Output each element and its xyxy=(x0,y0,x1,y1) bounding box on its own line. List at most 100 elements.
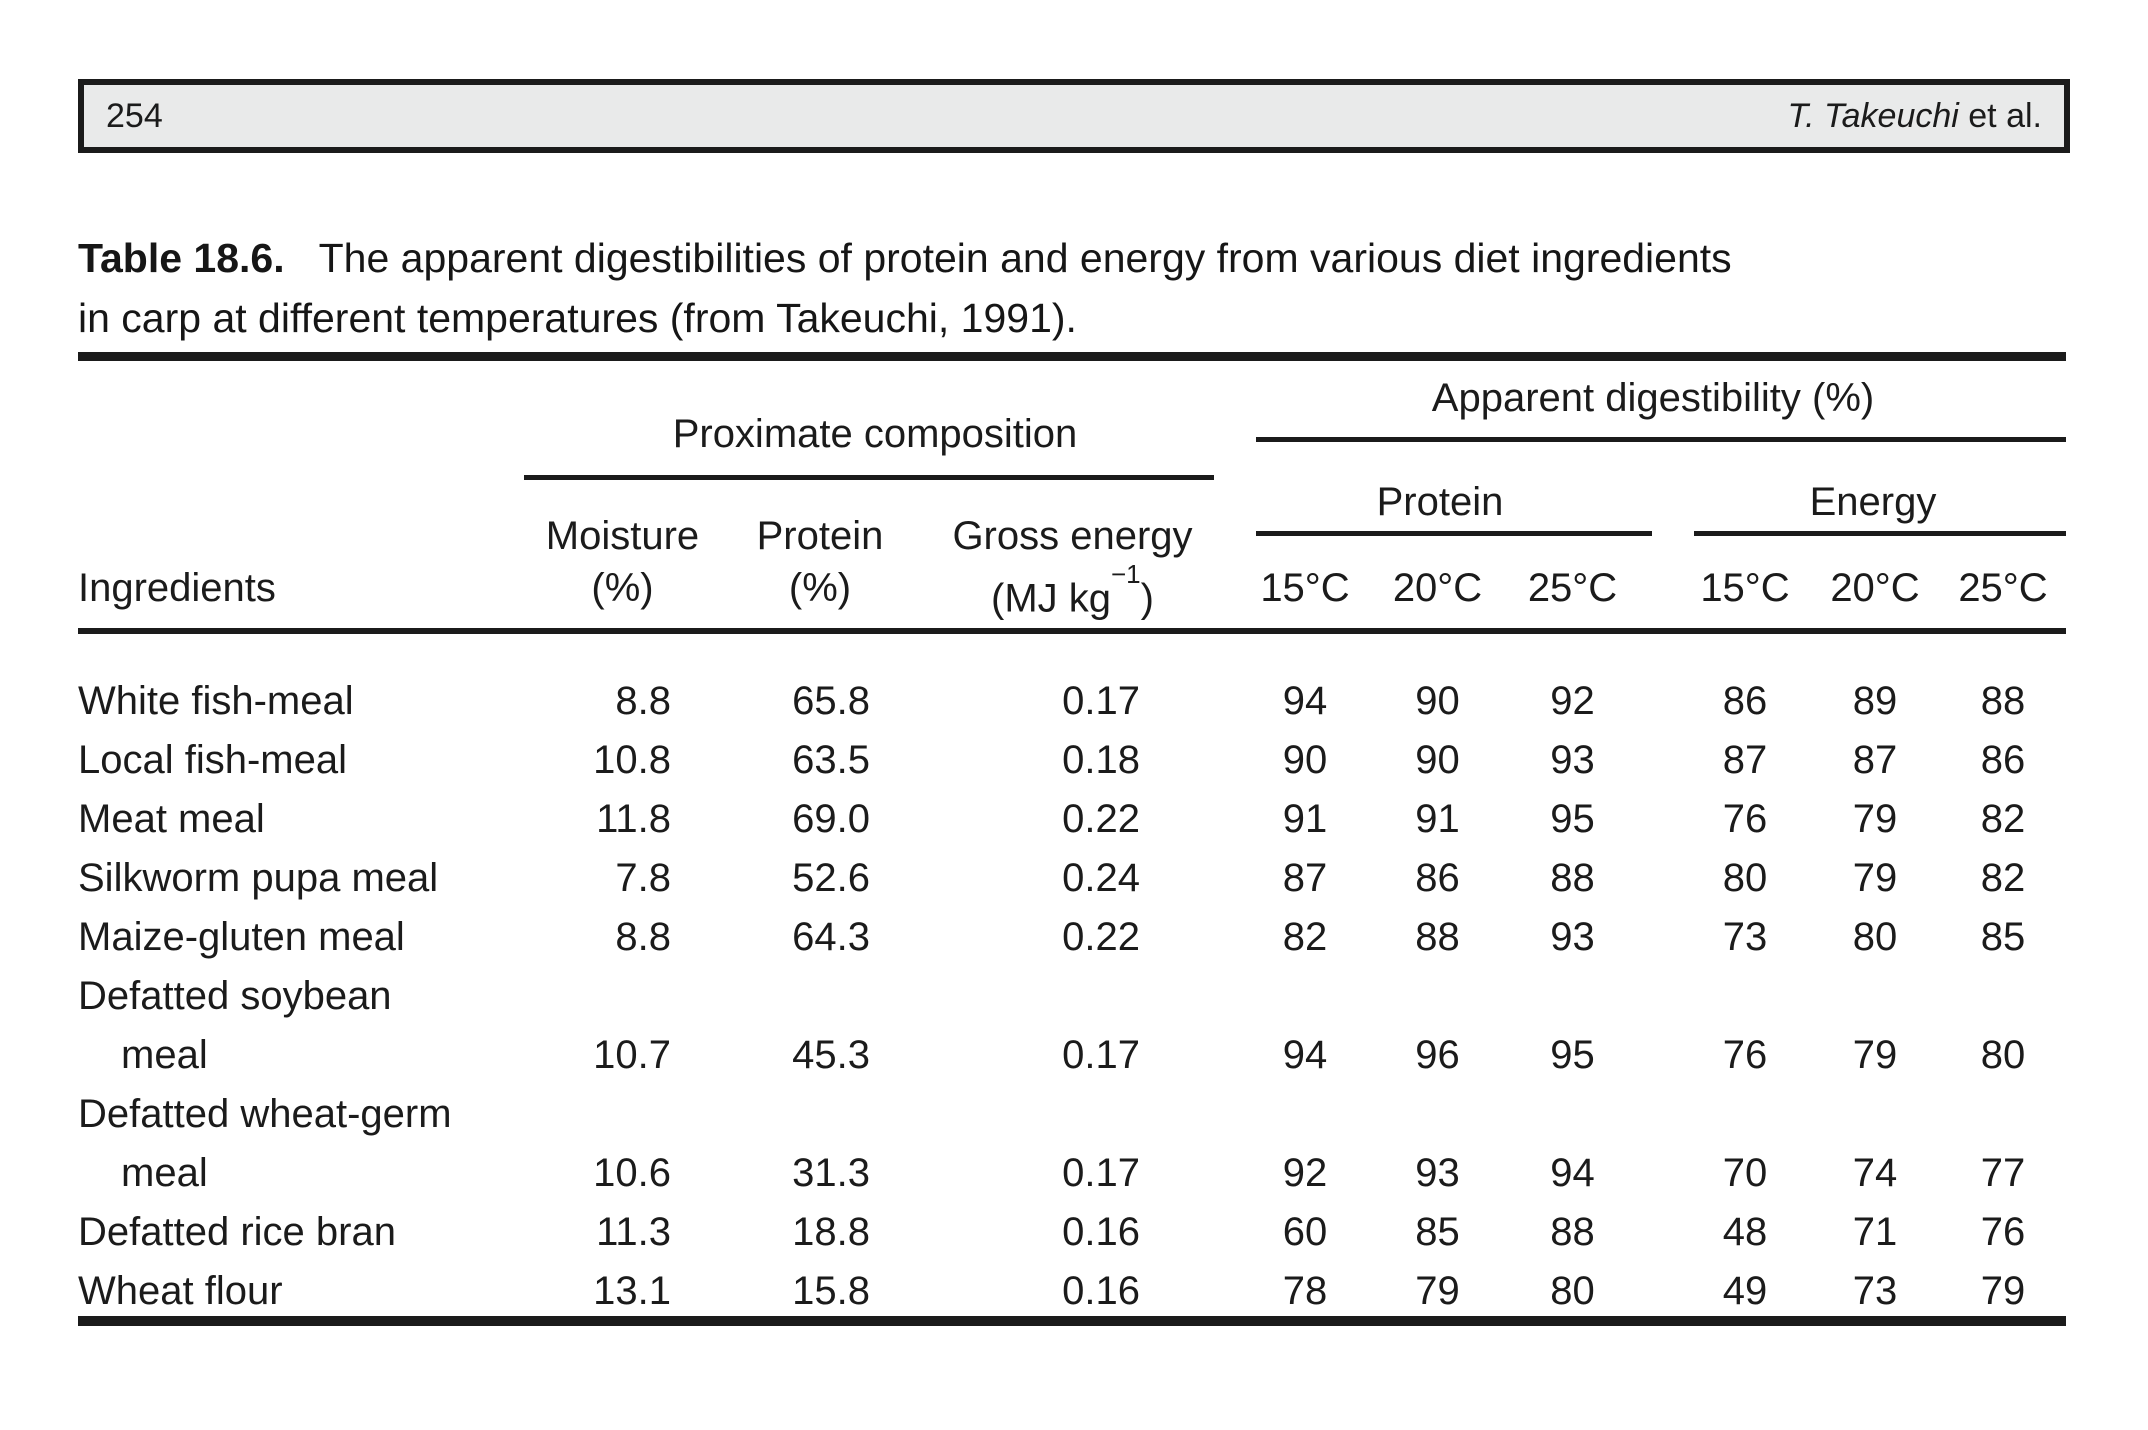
table-cell: 82 xyxy=(1980,856,2026,900)
apparent-group-underline xyxy=(1256,437,2066,442)
table-cell: 91 xyxy=(1415,797,1460,841)
table-cell: 0.24 xyxy=(1062,856,1140,900)
authors-italic: T. Takeuchi xyxy=(1787,96,1959,135)
row-label: Defatted rice bran xyxy=(78,1210,396,1254)
table-cell: 76 xyxy=(1722,1033,1768,1077)
protein-group-underline xyxy=(1256,531,1652,536)
row-label: meal xyxy=(121,1151,208,1195)
table-cell: 64.3 xyxy=(792,915,870,959)
table-cell: 90 xyxy=(1415,738,1460,782)
table-row: Silkworm pupa meal 7.8 52.6 0.24 87 86 88 80 79 8… xyxy=(78,849,2066,908)
table-cell: 78 xyxy=(1282,1269,1328,1313)
table-cell: 76 xyxy=(1722,797,1768,841)
table-cell: 88 xyxy=(1550,856,1595,900)
row-label: Maize-gluten meal xyxy=(78,915,405,959)
column-unit-gross-energy: (MJ kg−1) xyxy=(915,559,1230,622)
table-cell: 79 xyxy=(1852,856,1898,900)
column-header-energy-25c: 25°C xyxy=(1958,566,2048,610)
table-cell: 79 xyxy=(1852,1033,1898,1077)
table-cell: 48 xyxy=(1722,1210,1768,1254)
column-header-energy-20c: 20°C xyxy=(1830,566,1920,610)
table-cell: 87 xyxy=(1852,738,1898,782)
table-cell: 49 xyxy=(1722,1269,1768,1313)
table-cell: 88 xyxy=(1550,1210,1595,1254)
column-unit-moisture: (%) xyxy=(591,566,654,610)
table-cell: 60 xyxy=(1282,1210,1328,1254)
table-cell: 70 xyxy=(1722,1151,1768,1195)
column-header-moisture: Moisture xyxy=(545,514,700,558)
table-cell: 92 xyxy=(1550,679,1595,723)
table-row: meal 10.6 31.3 0.17 92 93 94 70 74 77 xyxy=(78,1144,2066,1203)
table-cell: 85 xyxy=(1980,915,2026,959)
column-header-ingredients: Ingredients xyxy=(78,566,276,610)
table-cell: 0.16 xyxy=(1062,1269,1140,1313)
table-cell: 79 xyxy=(1980,1269,2026,1313)
column-header-gross-energy: Gross energy xyxy=(952,514,1193,558)
table-cell: 82 xyxy=(1980,797,2026,841)
table-cell: 11.8 xyxy=(596,797,671,841)
table-cell: 11.3 xyxy=(596,1210,671,1254)
table-cell: 77 xyxy=(1980,1151,2026,1195)
row-label: Defatted wheat-germ xyxy=(78,1092,452,1136)
column-header-energy-15c: 15°C xyxy=(1700,566,1790,610)
table-cell: 95 xyxy=(1550,797,1595,841)
table-cell: 10.8 xyxy=(593,738,671,782)
group-header-proximate-composition: Proximate composition xyxy=(672,412,1078,456)
column-header-protein-20c: 20°C xyxy=(1392,566,1483,610)
table-cell: 7.8 xyxy=(615,856,671,900)
page-header-bar: 254 T. Takeuchi et al. xyxy=(78,79,2070,153)
table-cell: 8.8 xyxy=(615,679,671,723)
column-unit-protein: (%) xyxy=(788,566,852,610)
table-cell: 88 xyxy=(1980,679,2026,723)
table-cell: 88 xyxy=(1415,915,1460,959)
table-cell: 65.8 xyxy=(792,679,870,723)
caption-line-2: in carp at different temperatures (from … xyxy=(78,295,1077,341)
table-cell: 0.17 xyxy=(1062,679,1140,723)
table-cell: 80 xyxy=(1722,856,1768,900)
table-row: Defatted rice bran 11.3 18.8 0.16 60 85 88 48 71… xyxy=(78,1203,2066,1262)
table-cell: 0.22 xyxy=(1062,797,1140,841)
table-cell: 87 xyxy=(1282,856,1328,900)
energy-group-underline xyxy=(1694,531,2066,536)
table-cell: 0.17 xyxy=(1062,1151,1140,1195)
table-cell: 94 xyxy=(1550,1151,1595,1195)
proximate-group-underline xyxy=(524,475,1214,480)
table-cell: 80 xyxy=(1550,1269,1595,1313)
table-cell: 85 xyxy=(1415,1210,1460,1254)
table-cell: 79 xyxy=(1852,797,1898,841)
table-cell: 71 xyxy=(1852,1210,1898,1254)
group-header-apparent-digestibility: Apparent digestibility (%) xyxy=(1431,376,1875,420)
table-row: meal 10.7 45.3 0.17 94 96 95 76 79 80 xyxy=(78,1026,2066,1085)
authors-regular: et al. xyxy=(1958,96,2042,135)
table-cell: 80 xyxy=(1852,915,1898,959)
table-cell: 13.1 xyxy=(593,1269,671,1313)
running-authors: T. Takeuchi et al. xyxy=(1787,97,2042,136)
gross-unit-superscript: −1 xyxy=(1111,559,1141,589)
table-cell: 94 xyxy=(1282,679,1328,723)
table-row: Local fish-meal 10.8 63.5 0.18 90 90 93 87 87 86 xyxy=(78,731,2066,790)
row-label: Silkworm pupa meal xyxy=(78,856,439,900)
table-cell: 90 xyxy=(1282,738,1328,782)
table-cell: 87 xyxy=(1722,738,1768,782)
table-cell: 79 xyxy=(1415,1269,1460,1313)
row-label: White fish-meal xyxy=(78,679,354,723)
table-caption: Table 18.6. The apparent digestibilities … xyxy=(78,228,2073,348)
table-cell: 63.5 xyxy=(792,738,870,782)
table-cell: 0.18 xyxy=(1062,738,1140,782)
table-cell: 73 xyxy=(1722,915,1768,959)
table-cell: 86 xyxy=(1980,738,2026,782)
table-cell: 91 xyxy=(1282,797,1328,841)
table-cell: 18.8 xyxy=(792,1210,870,1254)
table-top-rule xyxy=(78,352,2066,361)
table-bottom-rule xyxy=(78,1316,2066,1326)
row-label: meal xyxy=(121,1033,208,1077)
gross-unit-suffix: ) xyxy=(1140,576,1154,621)
table-cell: 69.0 xyxy=(792,797,870,841)
table-row: Defatted wheat-germ xyxy=(78,1085,2066,1144)
table-cell: 0.17 xyxy=(1062,1033,1140,1077)
table-cell: 0.16 xyxy=(1062,1210,1140,1254)
table-row: White fish-meal 8.8 65.8 0.17 94 90 92 86 89 88 xyxy=(78,672,2066,731)
table-cell: 45.3 xyxy=(792,1033,870,1077)
table-cell: 8.8 xyxy=(615,915,671,959)
